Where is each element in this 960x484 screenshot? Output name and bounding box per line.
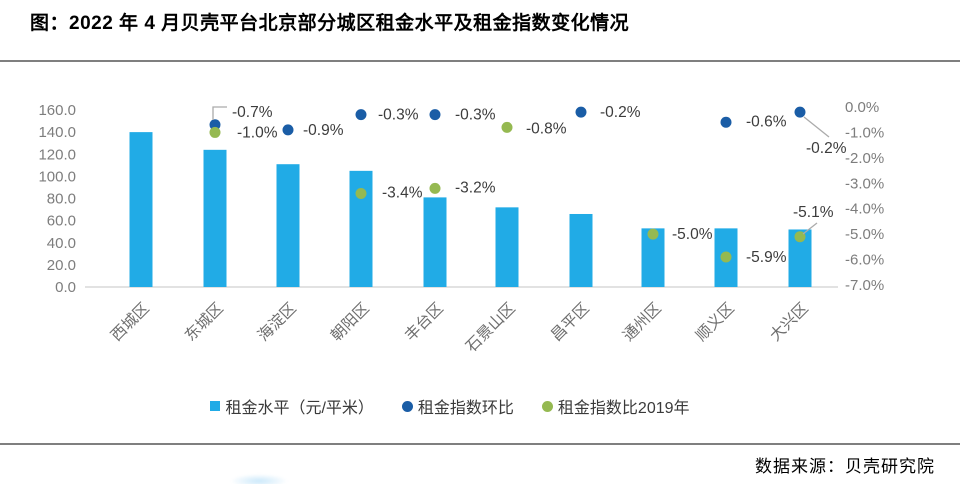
mom-dot [575, 106, 587, 118]
bottom-divider [0, 443, 960, 445]
callout-line [212, 106, 227, 120]
vs2019-dot [720, 251, 732, 263]
callout-line [803, 116, 830, 138]
vs2019-dot [501, 121, 513, 133]
mom-dot [720, 116, 732, 128]
category-label: 大兴区 [766, 299, 812, 345]
vs2019-dot [647, 228, 659, 240]
vs2019-dot [355, 187, 367, 199]
mom-dot [794, 106, 806, 118]
mom-dot [282, 124, 294, 136]
legend-item-mom-index: 租金指数环比 [401, 394, 514, 418]
right-axis-tick-label: -1.0% [845, 124, 884, 141]
watermark-blob [230, 474, 288, 484]
point-label: -1.0% [237, 124, 278, 141]
point-label: -0.8% [526, 120, 567, 137]
category-label: 西城区 [107, 299, 153, 345]
legend-item-vs2019-index: 租金指数比2019年 [541, 394, 690, 418]
point-label: -0.2% [600, 104, 641, 121]
mom-legend-marker-icon [401, 400, 413, 412]
bar [276, 164, 300, 287]
mom-dot [209, 119, 221, 131]
point-label: -0.9% [303, 122, 344, 139]
vs2019-legend-label: 租金指数比2019年 [557, 400, 690, 417]
left-axis-tick-label: 160.0 [38, 102, 76, 119]
bar [641, 228, 665, 287]
category-label: 昌平区 [548, 300, 593, 345]
bar [349, 170, 373, 287]
point-label: -0.6% [746, 113, 787, 130]
bar [788, 229, 812, 287]
vs2019-legend-marker-icon [541, 400, 553, 412]
bar-legend-marker-icon [210, 401, 221, 411]
point-label: -0.3% [455, 107, 496, 124]
vs2019-dot [794, 231, 806, 243]
point-label: -0.2% [806, 140, 847, 157]
right-axis-tick-label: -3.0% [845, 175, 884, 192]
left-axis-tick-label: 60.0 [47, 213, 76, 230]
point-label: -5.0% [672, 226, 713, 243]
mom-dot [355, 109, 367, 121]
chart-title: 图：2022 年 4 月贝壳平台北京部分城区租金水平及租金指数变化情况 [30, 13, 630, 34]
data-source-note: 数据来源：贝壳研究院 [755, 457, 935, 476]
right-axis-tick-label: -7.0% [845, 277, 884, 294]
category-label: 海淀区 [254, 299, 300, 345]
category-label: 朝阳区 [327, 299, 373, 345]
bar [495, 207, 519, 287]
point-label: -5.1% [793, 204, 834, 221]
vs2019-dot [209, 126, 221, 138]
category-label: 石景山区 [462, 299, 519, 356]
bar [569, 213, 593, 287]
right-axis-tick-label: -6.0% [845, 252, 884, 269]
bar [129, 132, 153, 287]
bar [423, 197, 447, 287]
point-label: -0.3% [378, 107, 419, 124]
category-label: 通州区 [619, 299, 665, 345]
point-label: -3.2% [455, 179, 496, 196]
right-axis-tick-label: -5.0% [845, 226, 884, 243]
mom-dot [429, 109, 441, 121]
left-axis-tick-label: 20.0 [47, 257, 76, 274]
bar [203, 149, 227, 287]
left-axis-tick-label: 100.0 [38, 168, 76, 185]
mom-legend-label: 租金指数环比 [417, 400, 514, 417]
chart-area: 160.0 140.0 120.0 100.0 80.0 60.0 40.0 20.0 0.0 0… [0, 62, 960, 442]
callout-line [802, 222, 818, 235]
point-label: -5.9% [746, 249, 787, 266]
category-label: 丰台区 [401, 299, 447, 345]
bar-legend-label: 租金水平（元/平米） [225, 400, 374, 417]
right-axis-tick-label: 0.0% [845, 99, 879, 116]
vs2019-dot [429, 182, 441, 194]
top-divider [0, 60, 960, 62]
combo-chart: 160.0 140.0 120.0 100.0 80.0 60.0 40.0 20.0 0.0 0… [38, 99, 884, 356]
left-axis-tick-label: 80.0 [47, 191, 76, 208]
right-axis-tick-label: -2.0% [845, 150, 884, 167]
left-axis-tick-label: 0.0 [55, 279, 76, 296]
legend-item-rent-level: 租金水平（元/平米） [210, 394, 374, 418]
left-axis-tick-label: 40.0 [47, 235, 76, 252]
category-label: 东城区 [181, 299, 227, 345]
left-axis-tick-label: 140.0 [38, 124, 76, 141]
right-axis-tick-label: -4.0% [845, 201, 884, 218]
left-axis-tick-label: 120.0 [38, 146, 76, 163]
chart-legend: 租金水平（元/平米） 租金指数环比 租金指数比2019年 [0, 394, 900, 418]
category-label: 顺义区 [692, 299, 738, 345]
point-label: -0.7% [232, 104, 273, 121]
point-label: -3.4% [382, 184, 423, 201]
